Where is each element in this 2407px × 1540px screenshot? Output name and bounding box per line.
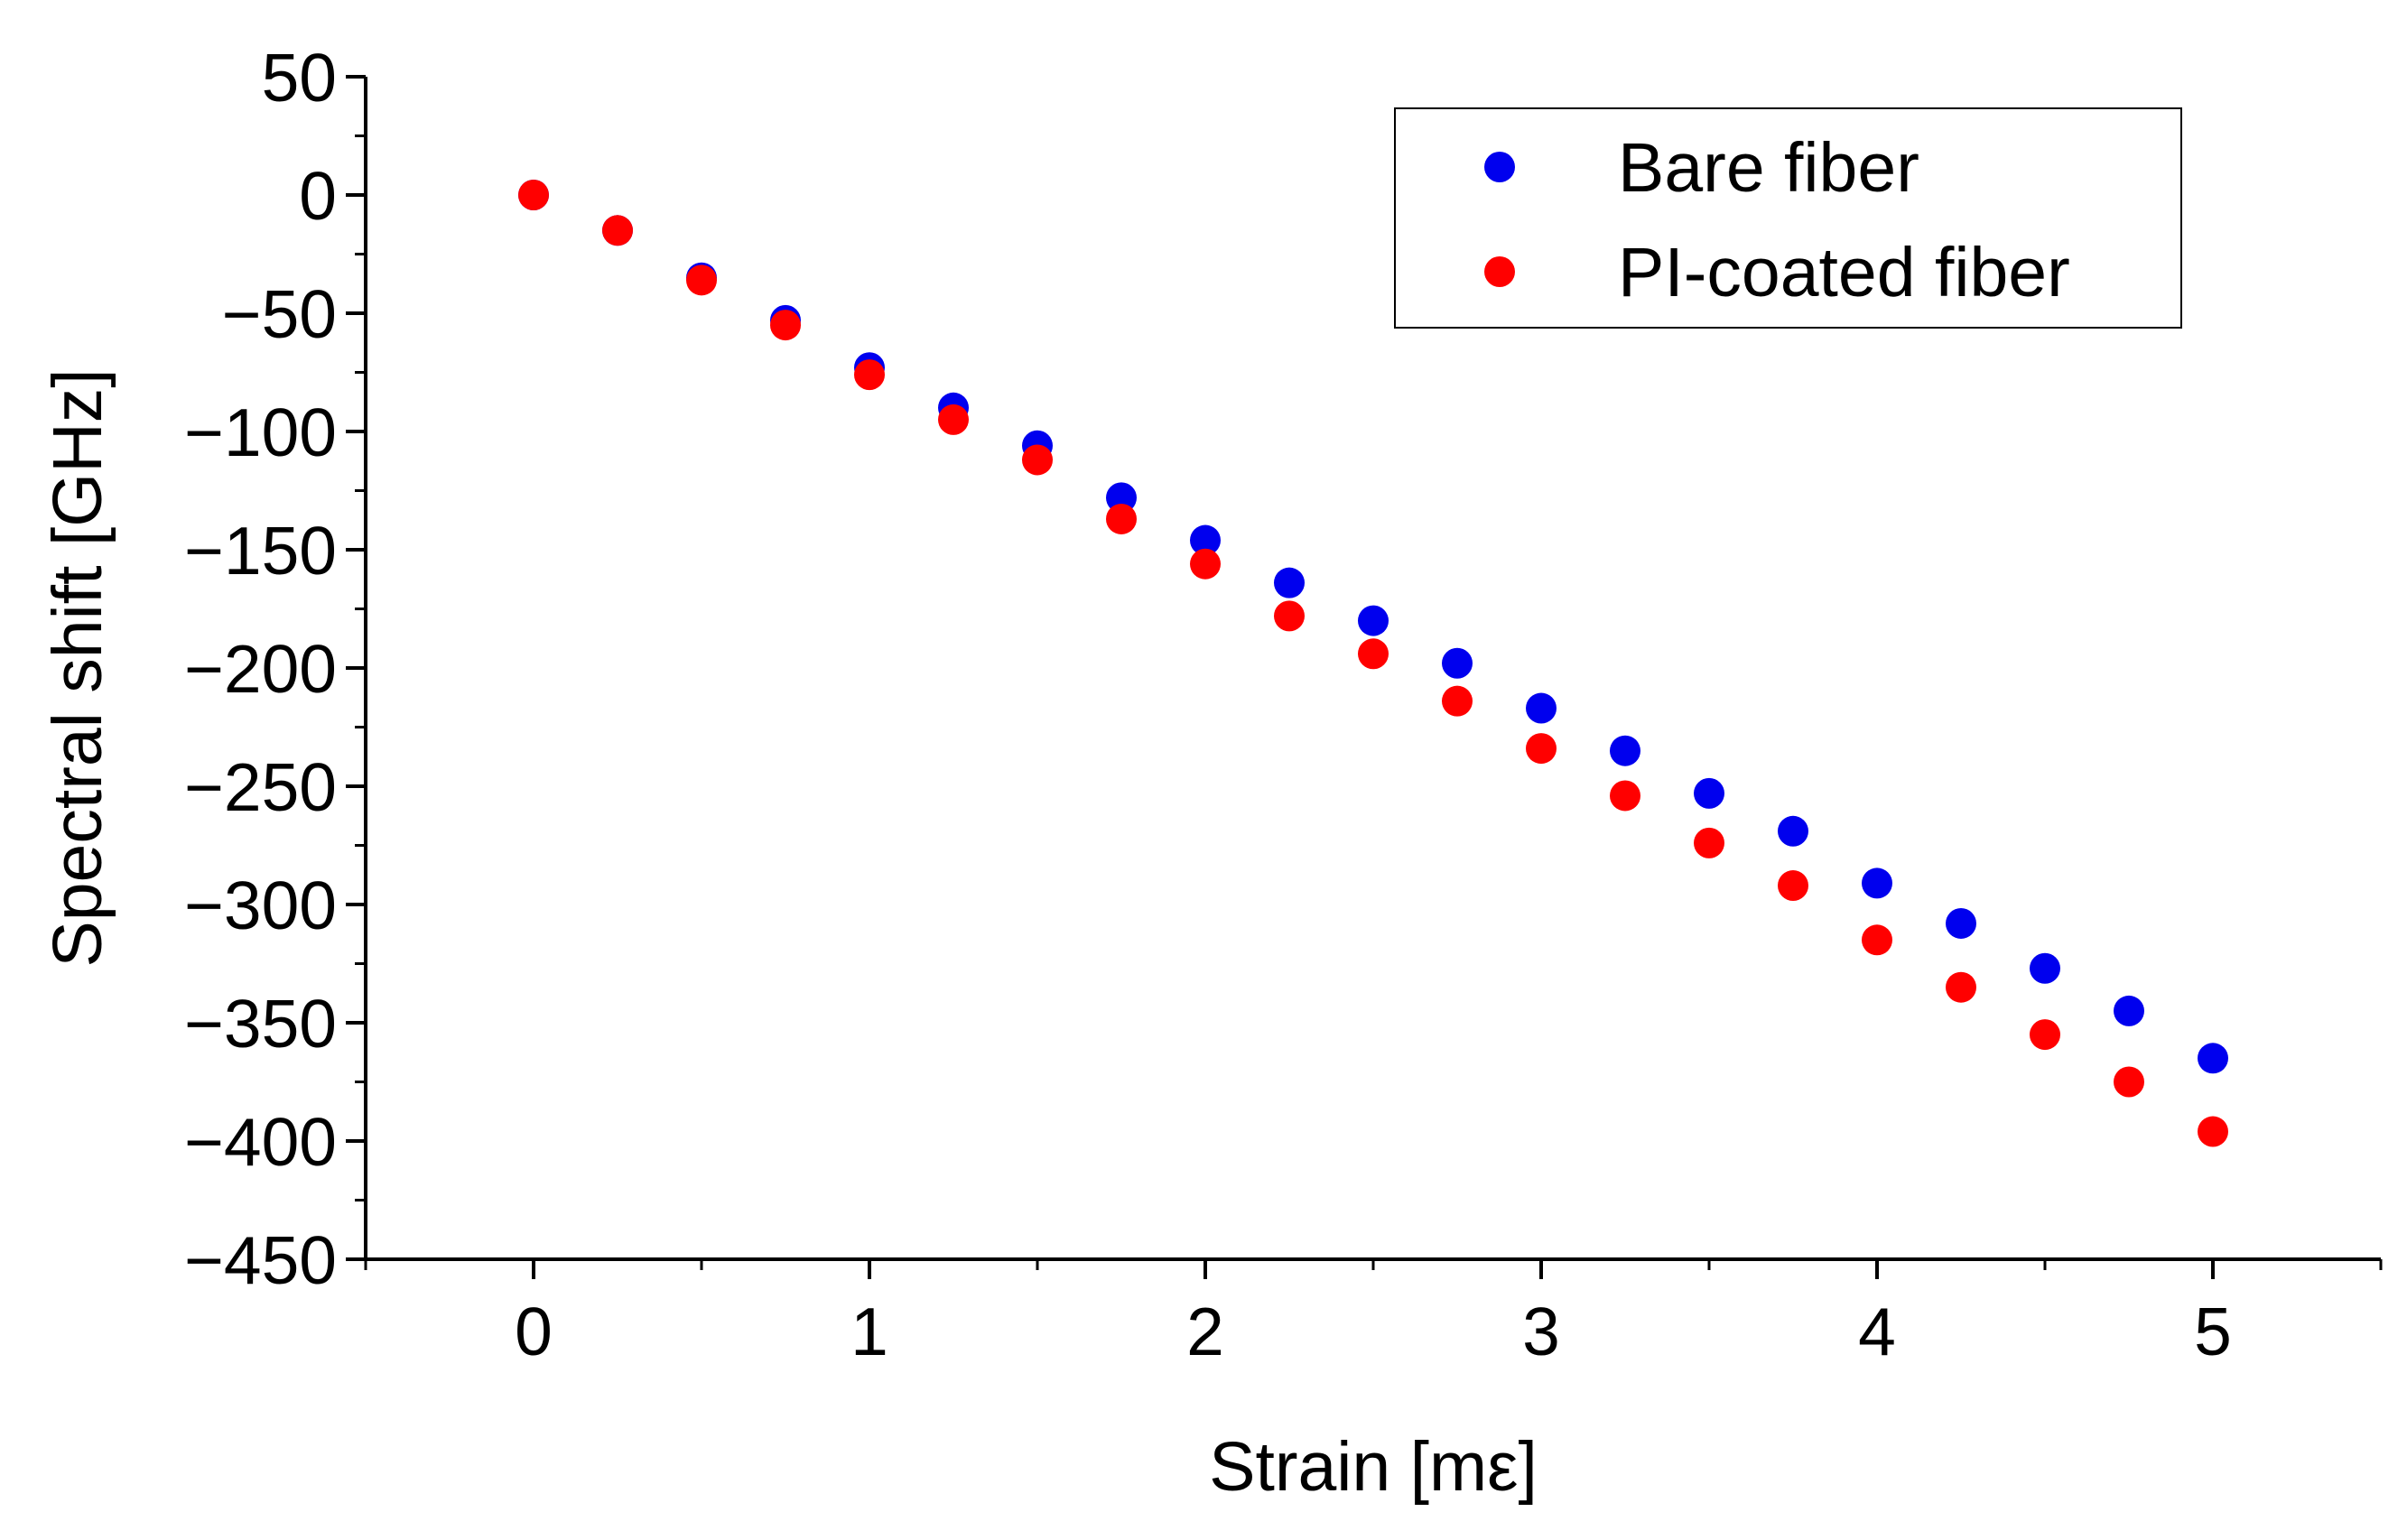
point-bare-fiber <box>1526 692 1557 724</box>
y-tick-label: −300 <box>184 867 337 943</box>
x-tick-label: 0 <box>515 1294 553 1369</box>
point-pi-coated-fiber <box>938 404 969 435</box>
point-pi-coated-fiber <box>1526 733 1557 765</box>
y-tick-label: −50 <box>222 276 337 352</box>
point-pi-coated-fiber <box>1022 444 1053 476</box>
point-bare-fiber <box>1610 735 1640 766</box>
point-bare-fiber <box>1190 524 1221 556</box>
x-axis-title: Strain [mε] <box>1209 1428 1538 1506</box>
x-tick-label: 3 <box>1522 1294 1560 1369</box>
legend-marker-pi-coated-fiber <box>1484 256 1515 287</box>
y-tick-label: −250 <box>184 749 337 825</box>
legend-box <box>1394 107 2182 329</box>
point-pi-coated-fiber <box>854 359 885 391</box>
point-pi-coated-fiber <box>1946 971 1976 1003</box>
point-bare-fiber <box>2198 1043 2228 1074</box>
data-points <box>518 180 2228 1147</box>
legend: Bare fiber PI-coated fiber <box>1394 107 2182 329</box>
point-bare-fiber <box>1358 605 1389 636</box>
point-pi-coated-fiber <box>1442 685 1473 717</box>
point-pi-coated-fiber <box>1106 503 1137 534</box>
x-tick-label: 5 <box>2194 1294 2232 1369</box>
x-ticks: 0 1 2 3 4 5 <box>364 1259 2383 1369</box>
point-pi-coated-fiber <box>1610 780 1640 812</box>
point-bare-fiber <box>1442 647 1473 679</box>
point-bare-fiber <box>2114 995 2144 1026</box>
point-pi-coated-fiber <box>770 310 801 341</box>
point-pi-coated-fiber <box>602 215 633 246</box>
point-bare-fiber <box>1946 907 1976 939</box>
point-pi-coated-fiber <box>1274 600 1305 632</box>
point-bare-fiber <box>1694 777 1724 809</box>
legend-label-bare-fiber: Bare fiber <box>1618 129 1919 207</box>
x-tick-label: 4 <box>1858 1294 1896 1369</box>
point-bare-fiber <box>1274 567 1305 598</box>
y-tick-label: 50 <box>262 40 337 116</box>
y-tick-label: −350 <box>184 986 337 1062</box>
point-pi-coated-fiber <box>1190 548 1221 580</box>
point-pi-coated-fiber <box>1862 924 1892 956</box>
y-axis-title: Spectral shift [GHz] <box>39 368 116 967</box>
y-tick-label: −150 <box>184 513 337 589</box>
point-pi-coated-fiber <box>1778 870 1808 902</box>
point-pi-coated-fiber <box>2198 1116 2228 1147</box>
point-pi-coated-fiber <box>2030 1019 2060 1051</box>
y-tick-label: −450 <box>184 1222 337 1298</box>
point-pi-coated-fiber <box>686 264 717 296</box>
point-bare-fiber <box>2030 952 2060 984</box>
point-pi-coated-fiber <box>1358 638 1389 670</box>
legend-label-pi-coated-fiber: PI-coated fiber <box>1618 234 2070 311</box>
point-pi-coated-fiber <box>518 180 549 210</box>
y-ticks: 50 0 −50 −100 −150 −200 −250 −300 −350 −400 −450 <box>184 40 366 1298</box>
y-tick-label: −100 <box>184 394 337 470</box>
y-tick-label: −200 <box>184 631 337 707</box>
point-pi-coated-fiber <box>2114 1066 2144 1098</box>
point-pi-coated-fiber <box>1694 827 1724 858</box>
point-bare-fiber <box>1778 815 1808 847</box>
x-tick-label: 1 <box>850 1294 888 1369</box>
y-tick-label: −400 <box>184 1104 337 1180</box>
y-tick-label: 0 <box>299 158 337 234</box>
point-bare-fiber <box>1106 482 1137 514</box>
legend-marker-bare-fiber <box>1484 152 1515 182</box>
point-bare-fiber <box>1862 867 1892 899</box>
x-tick-label: 2 <box>1186 1294 1224 1369</box>
